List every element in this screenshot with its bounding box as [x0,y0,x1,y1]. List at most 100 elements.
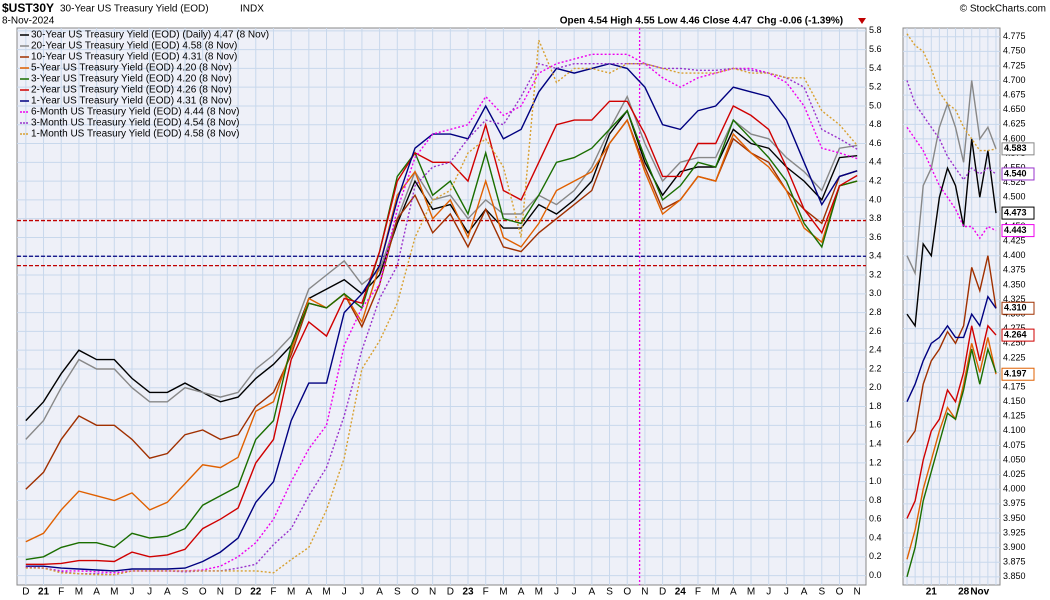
x-tick-label: O [836,587,844,598]
x-tick-label: M [711,587,719,598]
legend-entry: 2-Year US Treasury Yield (EOD) 4.26 (8 N… [31,85,232,96]
exchange: INDX [240,4,264,15]
x-tick-label: S [818,587,825,598]
y-tick-label: 4.0 [869,194,882,204]
y-tick-label: 4.400 [1003,250,1026,260]
series-line [906,138,997,328]
y-tick-label: 4.700 [1003,75,1026,85]
x-tick-label: 21 [926,587,938,598]
x-tick-label: J [359,587,364,598]
x-tick-label: D [447,587,454,598]
value-label: 4.197 [1004,369,1027,379]
x-tick-label: A [376,587,383,598]
y-tick-label: 4.775 [1003,31,1026,41]
y-tick-label: 4.350 [1003,279,1026,289]
y-tick-label: 0.2 [869,551,882,561]
x-tick-label: D [22,587,29,598]
y-tick-label: 2.0 [869,382,882,392]
y-tick-label: 4.075 [1003,440,1026,450]
y-tick-label: 3.925 [1003,527,1026,537]
x-tick-label: M [747,587,755,598]
legend-entry: 3-Month US Treasury Yield (EOD) 4.54 (8 … [31,118,239,129]
change: Chg -0.06 (-1.39%) [757,16,843,27]
series-line [906,294,997,402]
value-box [1001,328,1035,342]
x-tick-label: F [483,587,489,598]
x-tick-label: 24 [675,587,687,598]
value-label: 4.443 [1004,225,1027,235]
x-tick-label: O [623,587,631,598]
y-tick-label: 3.900 [1003,542,1026,552]
x-tick-label: A [589,587,596,598]
y-tick-label: 4.225 [1003,352,1026,362]
y-tick-label: 4.600 [1003,133,1026,143]
y-tick-label: 4.625 [1003,119,1026,129]
y-tick-label: 5.2 [869,82,882,92]
legend-entry: 3-Year US Treasury Yield (EOD) 4.20 (8 N… [31,74,232,85]
y-tick-label: 1.4 [869,438,882,448]
y-tick-label: 4.425 [1003,235,1026,245]
y-tick-label: 3.950 [1003,513,1026,523]
y-tick-label: 4.675 [1003,90,1026,100]
x-tick-label: J [129,587,134,598]
series-line [906,324,997,519]
y-tick-label: 0.6 [869,514,882,524]
value-box [1001,142,1035,156]
x-tick-label: J [766,587,771,598]
y-tick-label: 3.4 [869,251,882,261]
series-line [906,255,997,443]
x-tick-label: D [659,587,666,598]
legend-entry: 30-Year US Treasury Yield (EOD) (Daily) … [31,30,269,41]
legend-entry: 1-Year US Treasury Yield (EOD) 4.31 (8 N… [31,96,232,107]
y-tick-label: 1.6 [869,420,882,430]
series-line [25,39,858,576]
y-tick-label: 4.4 [869,157,882,167]
y-tick-label: 3.875 [1003,557,1026,567]
series-line [906,346,997,577]
y-tick-label: 4.100 [1003,425,1026,435]
y-tick-label: 4.725 [1003,60,1026,70]
x-tick-label: J [572,587,577,598]
change-arrow [858,18,866,24]
x-tick-label: N [217,587,224,598]
x-tick-label: S [394,587,401,598]
y-tick-label: 4.750 [1003,46,1026,56]
series-line [25,94,858,440]
x-tick-label: F [270,587,276,598]
x-tick-label: N [641,587,648,598]
y-tick-label: 4.000 [1003,484,1026,494]
series-line [906,337,997,560]
y-tick-label: 0.8 [869,495,882,505]
y-tick-label: 4.250 [1003,338,1026,348]
value-box [1001,367,1035,381]
series-line [25,62,858,572]
plot-area [902,27,1001,586]
x-tick-label: F [58,587,64,598]
x-tick-label: 23 [462,587,474,598]
y-tick-label: 2.6 [869,326,882,336]
chart-title: 30-Year US Treasury Yield (EOD) [60,4,209,15]
x-tick-label: O [411,587,419,598]
y-tick-label: 4.650 [1003,104,1026,114]
x-tick-label: S [182,587,189,598]
legend-entry: 10-Year US Treasury Yield (EOD) 4.31 (8 … [31,52,237,63]
y-tick-label: 0.4 [869,532,882,542]
y-tick-label: 4.050 [1003,454,1026,464]
y-tick-label: 5.6 [869,44,882,54]
y-tick-label: 3.2 [869,269,882,279]
y-tick-label: 5.0 [869,100,882,110]
series-line [906,33,997,152]
value-label: 4.583 [1004,143,1027,153]
legend-entry: 6-Month US Treasury Yield (EOD) 4.44 (8 … [31,107,239,118]
x-tick-label: A [730,587,737,598]
x-tick-label: M [287,587,295,598]
y-tick-label: 4.375 [1003,265,1026,275]
value-box [1001,206,1035,220]
x-tick-label: S [606,587,613,598]
value-label: 4.310 [1004,303,1027,313]
x-tick-label: M [75,587,83,598]
x-tick-label: D [234,587,241,598]
x-tick-label: M [499,587,507,598]
x-tick-label: A [93,587,100,598]
